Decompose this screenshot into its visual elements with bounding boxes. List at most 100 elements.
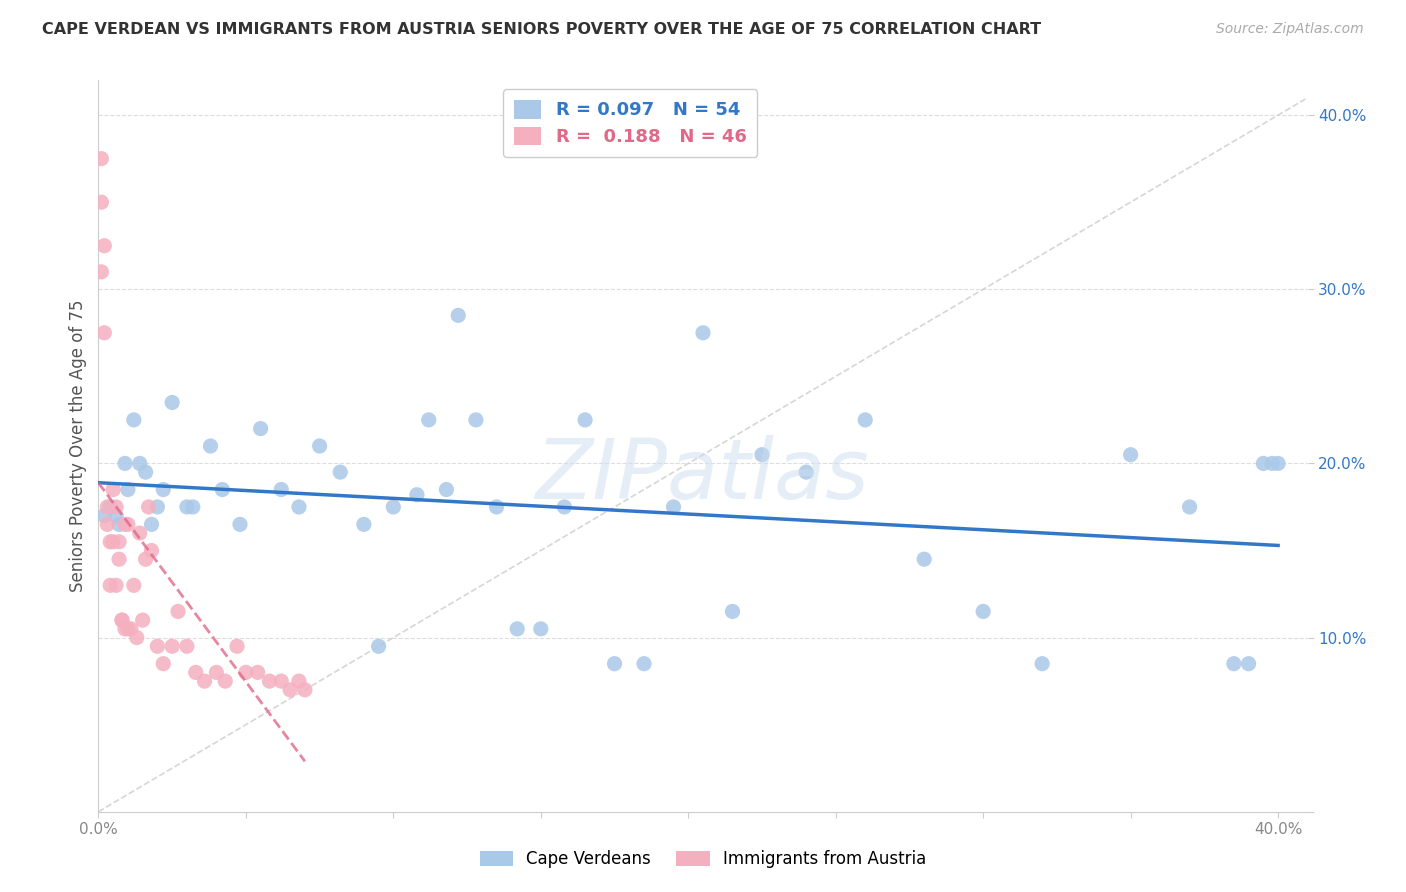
Point xyxy=(853,413,876,427)
Point xyxy=(270,483,292,497)
Point xyxy=(721,604,744,618)
Point xyxy=(382,500,405,514)
Point xyxy=(114,457,136,471)
Point xyxy=(1267,457,1289,471)
Point xyxy=(447,309,470,323)
Legend: Cape Verdeans, Immigrants from Austria: Cape Verdeans, Immigrants from Austria xyxy=(474,844,932,875)
Point xyxy=(353,517,375,532)
Point xyxy=(101,483,124,497)
Point xyxy=(141,517,163,532)
Point xyxy=(214,674,236,689)
Point xyxy=(436,483,458,497)
Point xyxy=(200,439,222,453)
Point xyxy=(98,534,121,549)
Point xyxy=(125,631,148,645)
Point xyxy=(114,622,136,636)
Point xyxy=(259,674,281,689)
Point xyxy=(93,508,115,523)
Point xyxy=(176,640,198,654)
Point xyxy=(367,640,389,654)
Point xyxy=(211,483,233,497)
Point xyxy=(138,500,160,514)
Legend: R = 0.097   N = 54, R =  0.188   N = 46: R = 0.097 N = 54, R = 0.188 N = 46 xyxy=(503,89,758,157)
Point xyxy=(108,552,131,566)
Point xyxy=(181,500,204,514)
Point xyxy=(120,622,142,636)
Point xyxy=(160,640,183,654)
Point xyxy=(152,657,174,671)
Point xyxy=(1119,448,1142,462)
Text: Source: ZipAtlas.com: Source: ZipAtlas.com xyxy=(1216,22,1364,37)
Point xyxy=(101,534,124,549)
Point xyxy=(146,640,169,654)
Point xyxy=(246,665,269,680)
Point xyxy=(111,613,134,627)
Point xyxy=(128,457,150,471)
Text: CAPE VERDEAN VS IMMIGRANTS FROM AUSTRIA SENIORS POVERTY OVER THE AGE OF 75 CORRE: CAPE VERDEAN VS IMMIGRANTS FROM AUSTRIA … xyxy=(42,22,1042,37)
Point xyxy=(205,665,228,680)
Point xyxy=(288,674,311,689)
Point xyxy=(146,500,169,514)
Point xyxy=(135,552,157,566)
Point xyxy=(96,500,118,514)
Point xyxy=(128,526,150,541)
Point xyxy=(98,578,121,592)
Point xyxy=(249,421,271,435)
Point xyxy=(278,682,301,697)
Point xyxy=(93,238,115,252)
Point xyxy=(105,500,128,514)
Point xyxy=(96,517,118,532)
Point xyxy=(131,613,153,627)
Point xyxy=(553,500,575,514)
Y-axis label: Seniors Poverty Over the Age of 75: Seniors Poverty Over the Age of 75 xyxy=(69,300,87,592)
Point xyxy=(160,395,183,409)
Point xyxy=(176,500,198,514)
Point xyxy=(692,326,714,340)
Point xyxy=(98,500,121,514)
Point xyxy=(226,640,249,654)
Point xyxy=(111,613,134,627)
Point xyxy=(1237,657,1260,671)
Point xyxy=(194,674,217,689)
Point xyxy=(93,326,115,340)
Point xyxy=(117,517,139,532)
Point xyxy=(90,152,112,166)
Point xyxy=(152,483,174,497)
Point xyxy=(530,622,553,636)
Point xyxy=(294,682,316,697)
Point xyxy=(114,517,136,532)
Point xyxy=(229,517,252,532)
Point xyxy=(122,578,145,592)
Point xyxy=(574,413,596,427)
Point xyxy=(184,665,207,680)
Point xyxy=(418,413,440,427)
Point xyxy=(135,465,157,479)
Point xyxy=(105,578,128,592)
Point xyxy=(108,517,131,532)
Point xyxy=(141,543,163,558)
Point xyxy=(288,500,311,514)
Point xyxy=(105,508,128,523)
Point xyxy=(751,448,773,462)
Point xyxy=(117,622,139,636)
Point xyxy=(108,534,131,549)
Point xyxy=(90,195,112,210)
Text: ZIPatlas: ZIPatlas xyxy=(536,434,870,516)
Point xyxy=(1178,500,1201,514)
Point xyxy=(603,657,626,671)
Point xyxy=(1253,457,1275,471)
Point xyxy=(1223,657,1246,671)
Point xyxy=(464,413,486,427)
Point xyxy=(662,500,685,514)
Point xyxy=(308,439,330,453)
Point xyxy=(506,622,529,636)
Point xyxy=(117,483,139,497)
Point xyxy=(270,674,292,689)
Point xyxy=(167,604,190,618)
Point xyxy=(235,665,257,680)
Point xyxy=(90,265,112,279)
Point xyxy=(972,604,994,618)
Point xyxy=(1261,457,1284,471)
Point xyxy=(633,657,655,671)
Point xyxy=(122,413,145,427)
